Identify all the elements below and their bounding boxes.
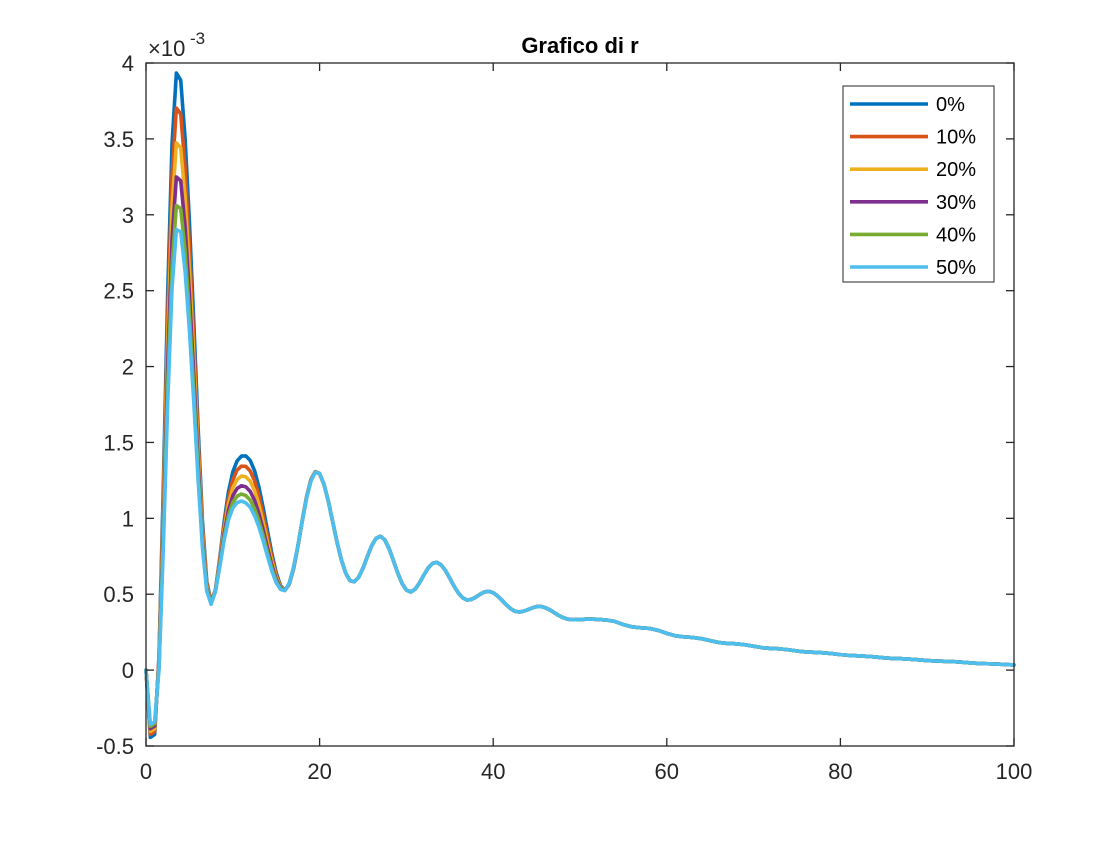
y-tick-label: -0.5: [96, 734, 134, 759]
y-tick-label: 0: [122, 658, 134, 683]
x-tick-label: 60: [655, 759, 679, 784]
y-tick-label: 3.5: [103, 127, 134, 152]
legend-label-3: 20%: [936, 159, 976, 181]
y-tick-label: 1.5: [103, 430, 134, 455]
x-tick-label: 0: [140, 759, 152, 784]
series-line-6: [144, 227, 1016, 727]
legend-label-6: 50%: [936, 257, 976, 279]
legend-items: 0% 10% 20% 30% 40% 50%: [850, 94, 976, 279]
x-axis: 0 20 40 60 80 100: [140, 63, 1032, 784]
x-tick-label: 100: [996, 759, 1033, 784]
x-tick-label: 20: [307, 759, 331, 784]
legend-box: [842, 85, 995, 283]
y-tick-label: 1: [122, 506, 134, 531]
legend: 0% 10% 20% 30% 40% 50%: [842, 85, 995, 283]
legend-label-5: 40%: [936, 224, 976, 246]
y-tick-label: 3: [122, 203, 134, 228]
y-exponent-base: ×10: [148, 36, 185, 61]
y-tick-label: 4: [122, 51, 134, 76]
x-tick-label: 80: [828, 759, 852, 784]
y-axis: -0.5 0 0.5 1 1.5 2 2.5 3 3.5 4: [96, 51, 1014, 759]
y-tick-label: 2.5: [103, 279, 134, 304]
legend-label-2: 10%: [936, 127, 976, 149]
chart-title: Grafico di r: [521, 33, 639, 58]
x-tick-label: 40: [481, 759, 505, 784]
series-layer: [144, 71, 1016, 740]
y-exponent-label: ×10 -3: [148, 29, 205, 61]
legend-label-1: 0%: [936, 94, 965, 116]
legend-label-4: 30%: [936, 192, 976, 214]
axes-box: [145, 62, 1015, 747]
y-tick-label: 2: [122, 355, 134, 380]
y-tick-label: 0.5: [103, 582, 134, 607]
y-exponent-power: -3: [190, 29, 205, 48]
